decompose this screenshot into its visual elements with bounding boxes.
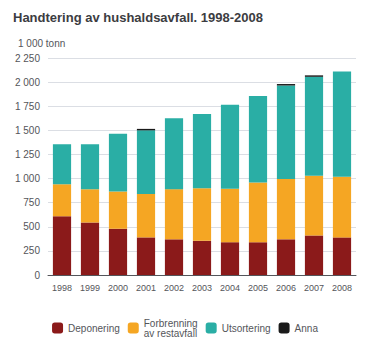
svg-text:2003: 2003 [192,283,212,293]
svg-text:1 250: 1 250 [15,149,40,160]
svg-text:250: 250 [23,245,40,256]
svg-text:2008: 2008 [332,283,352,293]
svg-text:2 250: 2 250 [15,53,40,64]
svg-text:1 000: 1 000 [15,173,40,184]
svg-text:2 000: 2 000 [15,77,40,88]
svg-text:1 500: 1 500 [15,125,40,136]
svg-text:1999: 1999 [80,283,100,293]
svg-text:2005: 2005 [248,283,268,293]
svg-text:1998: 1998 [52,283,72,293]
svg-text:Deponering: Deponering [68,323,120,334]
svg-text:Handtering av hushaldsavfall.: Handtering av hushaldsavfall. 1998-2008 [13,10,263,25]
svg-text:0: 0 [34,270,40,281]
svg-text:2001: 2001 [136,283,156,293]
svg-text:Utsortering: Utsortering [222,323,271,334]
svg-text:Forbrenning: Forbrenning [143,317,198,329]
svg-text:1 750: 1 750 [15,101,40,112]
svg-text:2006: 2006 [276,283,296,293]
svg-text:750: 750 [23,197,40,208]
svg-text:Anna: Anna [295,323,319,334]
svg-text:1 000 tonn: 1 000 tonn [18,38,65,49]
svg-text:2004: 2004 [220,283,240,293]
svg-text:2000: 2000 [108,283,128,293]
svg-text:500: 500 [23,221,40,232]
svg-text:2007: 2007 [304,283,324,293]
svg-text:2002: 2002 [164,283,184,293]
svg-text:av restavfall: av restavfall [144,328,197,339]
